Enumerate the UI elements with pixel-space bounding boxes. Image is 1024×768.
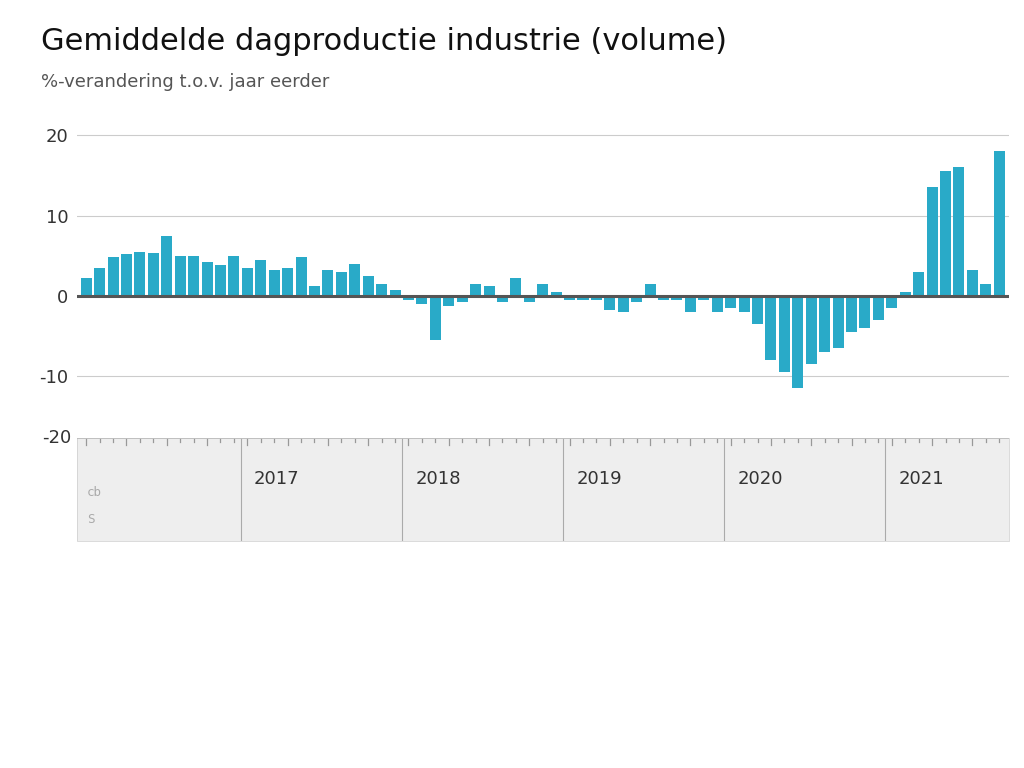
Bar (202, 262, 213, 296)
Bar (738, 296, 750, 312)
Bar (604, 296, 615, 310)
Bar (819, 296, 830, 353)
Text: 2020: 2020 (737, 470, 783, 488)
Bar (483, 286, 495, 296)
Bar (81, 278, 92, 296)
Bar (255, 260, 266, 296)
Bar (443, 296, 455, 306)
Bar (698, 296, 710, 300)
Bar (779, 296, 790, 372)
Bar (108, 257, 119, 296)
Bar (524, 296, 535, 303)
Bar (725, 296, 736, 308)
Bar (685, 296, 696, 312)
Bar (564, 296, 575, 300)
Bar (376, 284, 387, 296)
Bar (872, 296, 884, 320)
Bar (402, 296, 414, 300)
Bar (617, 296, 629, 312)
Bar (538, 284, 548, 296)
Bar (913, 272, 925, 296)
Text: S: S (87, 513, 94, 526)
Bar (296, 257, 306, 296)
Bar (510, 278, 521, 296)
Bar (121, 254, 132, 296)
Text: %-verandering t.o.v. jaar eerder: %-verandering t.o.v. jaar eerder (41, 73, 330, 91)
Bar (470, 284, 481, 296)
Bar (806, 296, 817, 364)
Bar (94, 268, 105, 296)
Bar (349, 263, 360, 296)
Bar (147, 253, 159, 296)
Bar (430, 296, 440, 340)
Bar (457, 296, 468, 303)
Bar (940, 171, 951, 296)
Bar (752, 296, 763, 324)
Text: 2017: 2017 (254, 470, 300, 488)
Text: 2021: 2021 (898, 470, 944, 488)
Bar (645, 284, 655, 296)
Bar (591, 296, 602, 300)
Bar (417, 296, 427, 304)
Text: cb: cb (87, 486, 102, 499)
Bar (980, 284, 991, 296)
Bar (887, 296, 897, 308)
Bar (161, 236, 172, 296)
Bar (900, 292, 910, 296)
Text: Gemiddelde dagproductie industrie (volume): Gemiddelde dagproductie industrie (volum… (41, 27, 727, 56)
Bar (309, 286, 319, 296)
Bar (927, 187, 938, 296)
Bar (282, 268, 293, 296)
Bar (336, 272, 347, 296)
Text: 2019: 2019 (577, 470, 622, 488)
Bar (215, 266, 226, 296)
Bar (712, 296, 723, 312)
Bar (188, 256, 199, 296)
Bar (389, 290, 400, 296)
Bar (323, 270, 334, 296)
Bar (766, 296, 776, 360)
Bar (953, 167, 965, 296)
Bar (631, 296, 642, 303)
Bar (993, 151, 1005, 296)
Bar (242, 268, 253, 296)
Bar (175, 256, 185, 296)
Text: 2018: 2018 (415, 470, 461, 488)
Bar (859, 296, 870, 328)
Bar (793, 296, 804, 389)
Bar (362, 276, 374, 296)
Bar (578, 296, 589, 300)
Bar (497, 296, 508, 303)
Bar (672, 296, 682, 300)
Bar (228, 256, 240, 296)
Bar (658, 296, 669, 300)
Text: -20: -20 (42, 429, 72, 447)
Bar (268, 270, 280, 296)
Bar (846, 296, 857, 333)
Bar (833, 296, 844, 348)
Bar (134, 252, 145, 296)
Bar (967, 270, 978, 296)
Bar (551, 292, 561, 296)
